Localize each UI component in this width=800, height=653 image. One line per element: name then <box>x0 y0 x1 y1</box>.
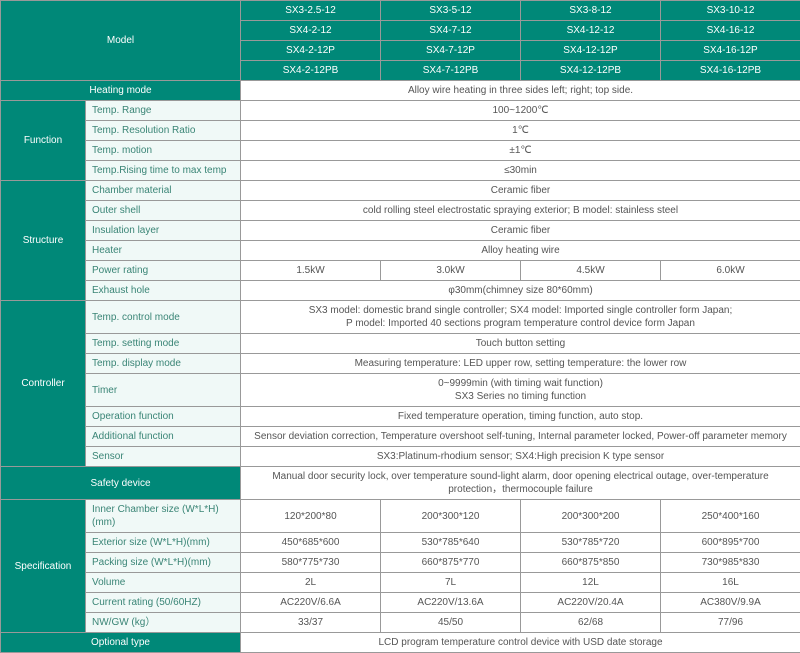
model-code: SX3-8-12 <box>521 1 661 21</box>
section-label: Function <box>1 101 86 181</box>
model-code: SX4-7-12PB <box>381 61 521 81</box>
model-code: SX4-12-12 <box>521 21 661 41</box>
param-label: Temp.Rising time to max temp <box>86 161 241 181</box>
data-value: Touch button setting <box>241 334 800 354</box>
param-label: Heater <box>86 241 241 261</box>
param-label: Operation function <box>86 407 241 427</box>
param-label: Exterior size (W*L*H)(mm) <box>86 533 241 553</box>
param-label: Packing size (W*L*H)(mm) <box>86 553 241 573</box>
data-value: 250*400*160 <box>661 500 800 533</box>
section-label: Specification <box>1 500 86 633</box>
param-label: Additional function <box>86 427 241 447</box>
data-value: 530*785*720 <box>521 533 661 553</box>
data-value: Ceramic fiber <box>241 221 800 241</box>
spec-table: ModelSX3-2.5-12SX3-5-12SX3-8-12SX3-10-12… <box>0 0 800 653</box>
data-value: 450*685*600 <box>241 533 381 553</box>
data-value: ≤30min <box>241 161 800 181</box>
param-label: Temp. Resolution Ratio <box>86 121 241 141</box>
param-label: Inner Chamber size (W*L*H)(mm) <box>86 500 241 533</box>
data-value: AC220V/6.6A <box>241 593 381 613</box>
optional-label: Optional type <box>1 633 241 653</box>
model-code: SX4-2-12 <box>241 21 381 41</box>
model-code: SX4-12-12PB <box>521 61 661 81</box>
optional-value: LCD program temperature control device w… <box>241 633 800 653</box>
model-code: SX4-2-12P <box>241 41 381 61</box>
param-label: Timer <box>86 374 241 407</box>
data-value: 45/50 <box>381 613 521 633</box>
data-value: 200*300*200 <box>521 500 661 533</box>
data-value: 600*895*700 <box>661 533 800 553</box>
param-label: Temp. motion <box>86 141 241 161</box>
safety-value: Manual door security lock, over temperat… <box>241 467 800 500</box>
data-value: ±1℃ <box>241 141 800 161</box>
data-value: 33/37 <box>241 613 381 633</box>
data-value: SX3:Platinum-rhodium sensor; SX4:High pr… <box>241 447 800 467</box>
data-value: 100~1200℃ <box>241 101 800 121</box>
model-code: SX3-2.5-12 <box>241 1 381 21</box>
data-value: 77/96 <box>661 613 800 633</box>
model-code: SX4-16-12P <box>661 41 800 61</box>
data-value: Ceramic fiber <box>241 181 800 201</box>
model-code: SX4-2-12PB <box>241 61 381 81</box>
param-label: Power rating <box>86 261 241 281</box>
data-value: 12L <box>521 573 661 593</box>
data-value: 62/68 <box>521 613 661 633</box>
model-code: SX4-7-12 <box>381 21 521 41</box>
param-label: NW/GW (kg） <box>86 613 241 633</box>
data-value: 16L <box>661 573 800 593</box>
param-label: Temp. setting mode <box>86 334 241 354</box>
data-value: AC380V/9.9A <box>661 593 800 613</box>
data-value: 730*985*830 <box>661 553 800 573</box>
data-value: Measuring temperature: LED upper row, se… <box>241 354 800 374</box>
data-value: SX3 model: domestic brand single control… <box>241 301 800 334</box>
param-label: Insulation layer <box>86 221 241 241</box>
data-value: 660*875*850 <box>521 553 661 573</box>
data-value: 1℃ <box>241 121 800 141</box>
param-label: Sensor <box>86 447 241 467</box>
data-value: cold rolling steel electrostatic sprayin… <box>241 201 800 221</box>
section-label: Controller <box>1 301 86 467</box>
data-value: 7L <box>381 573 521 593</box>
param-label: Temp. display mode <box>86 354 241 374</box>
data-value: 6.0kW <box>661 261 800 281</box>
safety-label: Safety device <box>1 467 241 500</box>
data-value: 660*875*770 <box>381 553 521 573</box>
data-value: Sensor deviation correction, Temperature… <box>241 427 800 447</box>
model-code: SX3-5-12 <box>381 1 521 21</box>
data-value: φ30mm(chimney size 80*60mm) <box>241 281 800 301</box>
param-label: Temp. Range <box>86 101 241 121</box>
model-code: SX4-12-12P <box>521 41 661 61</box>
heating-mode-value: Alloy wire heating in three sides left; … <box>241 81 800 101</box>
data-value: 200*300*120 <box>381 500 521 533</box>
param-label: Volume <box>86 573 241 593</box>
param-label: Outer shell <box>86 201 241 221</box>
param-label: Temp. control mode <box>86 301 241 334</box>
model-code: SX4-7-12P <box>381 41 521 61</box>
data-value: 3.0kW <box>381 261 521 281</box>
heating-mode-label: Heating mode <box>1 81 241 101</box>
model-code: SX4-16-12PB <box>661 61 800 81</box>
param-label: Chamber material <box>86 181 241 201</box>
data-value: AC220V/13.6A <box>381 593 521 613</box>
model-code: SX4-16-12 <box>661 21 800 41</box>
data-value: AC220V/20.4A <box>521 593 661 613</box>
param-label: Current rating (50/60HZ) <box>86 593 241 613</box>
data-value: 530*785*640 <box>381 533 521 553</box>
model-code: SX3-10-12 <box>661 1 800 21</box>
param-label: Exhaust hole <box>86 281 241 301</box>
data-value: Alloy heating wire <box>241 241 800 261</box>
data-value: 580*775*730 <box>241 553 381 573</box>
data-value: 2L <box>241 573 381 593</box>
data-value: 4.5kW <box>521 261 661 281</box>
data-value: 120*200*80 <box>241 500 381 533</box>
section-label: Structure <box>1 181 86 301</box>
data-value: 0~9999min (with timing wait function)SX3… <box>241 374 800 407</box>
data-value: 1.5kW <box>241 261 381 281</box>
data-value: Fixed temperature operation, timing func… <box>241 407 800 427</box>
model-label: Model <box>1 1 241 81</box>
